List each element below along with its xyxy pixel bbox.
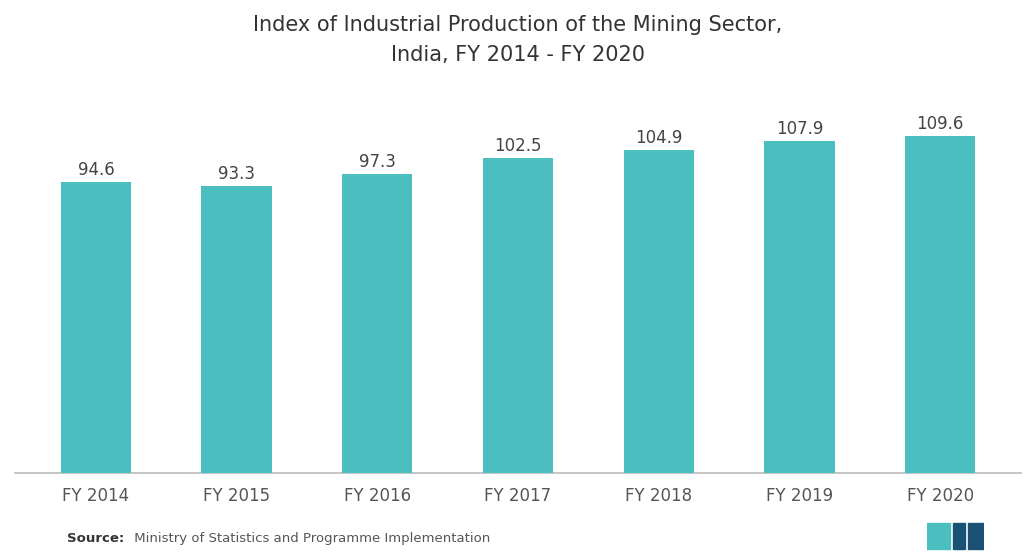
- Bar: [969, 523, 984, 549]
- Bar: [342, 174, 412, 473]
- Text: Ministry of Statistics and Programme Implementation: Ministry of Statistics and Programme Imp…: [130, 532, 490, 545]
- Text: 102.5: 102.5: [494, 136, 542, 154]
- Bar: [927, 523, 950, 549]
- Bar: [624, 150, 694, 473]
- Title: Index of Industrial Production of the Mining Sector,
India, FY 2014 - FY 2020: Index of Industrial Production of the Mi…: [254, 15, 782, 65]
- Text: 97.3: 97.3: [358, 153, 396, 170]
- Bar: [953, 523, 966, 549]
- Text: 94.6: 94.6: [78, 161, 114, 179]
- Text: Source:: Source:: [67, 532, 124, 545]
- Text: 104.9: 104.9: [635, 129, 683, 147]
- Text: 93.3: 93.3: [219, 165, 255, 183]
- Bar: [201, 186, 271, 473]
- Text: 107.9: 107.9: [776, 120, 823, 138]
- Bar: [483, 158, 553, 473]
- Bar: [904, 136, 975, 473]
- Bar: [61, 182, 132, 473]
- Text: 109.6: 109.6: [917, 115, 963, 132]
- Bar: [765, 141, 835, 473]
